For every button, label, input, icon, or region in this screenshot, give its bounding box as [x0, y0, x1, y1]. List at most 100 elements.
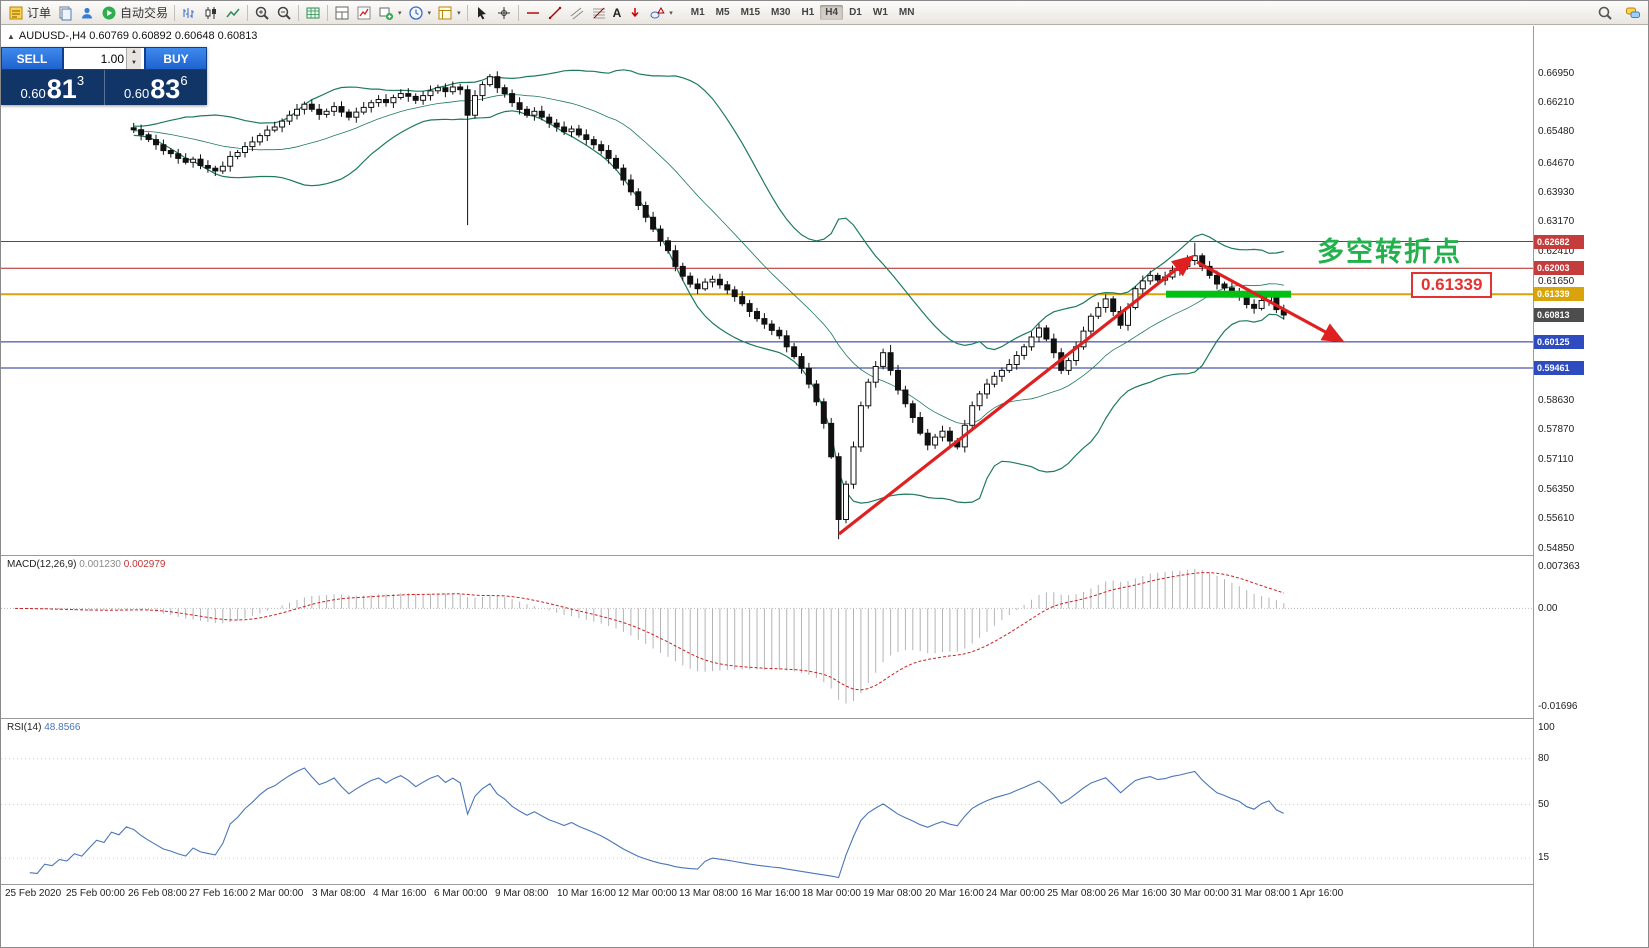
search-icon[interactable]	[1594, 3, 1616, 23]
chart-title: ▲ AUDUSD-,H4 0.60769 0.60892 0.60648 0.6…	[7, 30, 257, 42]
time-axis-label: 4 Mar 16:00	[373, 888, 427, 899]
time-axis-label: 30 Mar 00:00	[1170, 888, 1229, 899]
price-axis-label: 0.66210	[1538, 97, 1575, 108]
new-chart-button[interactable]: ▾	[375, 3, 405, 23]
macd-name: MACD(12,26,9)	[7, 559, 77, 570]
price-level-tag: 0.60813	[1534, 308, 1584, 322]
zoom-in-icon[interactable]	[251, 3, 273, 23]
time-axis-label: 13 Mar 08:00	[679, 888, 738, 899]
sell-price-sup: 3	[76, 73, 85, 88]
sell-button[interactable]: SELL	[1, 47, 63, 70]
new-order-button[interactable]: 订单	[5, 3, 54, 23]
time-axis-label: 25 Mar 08:00	[1047, 888, 1106, 899]
time-axis-label: 25 Feb 00:00	[66, 888, 125, 899]
timeframe-button-h1[interactable]: H1	[801, 7, 815, 18]
files-icon[interactable]	[54, 3, 76, 23]
bar-chart-icon[interactable]	[178, 3, 200, 23]
macd-axis-label: 0.007363	[1538, 561, 1580, 572]
buy-price[interactable]: 0.60 83 6	[105, 70, 208, 105]
channel-icon[interactable]	[566, 3, 588, 23]
price-level-tag: 0.62003	[1534, 261, 1584, 275]
volume-up-button[interactable]: ▲	[127, 48, 141, 59]
price-axis-label: 0.54850	[1538, 543, 1575, 554]
timeframe-toolbar: M1 M5 M15 M30 H1 H4 D1 W1 MN	[686, 5, 920, 20]
arrows-tool-icon[interactable]	[624, 3, 646, 23]
new-order-button-label: 订单	[27, 6, 52, 20]
time-axis-label: 6 Mar 00:00	[434, 888, 488, 899]
price-axis-label: 0.61650	[1538, 276, 1575, 287]
fibonacci-icon[interactable]	[588, 3, 610, 23]
rsi-axis-label: 100	[1538, 722, 1555, 733]
panel-divider	[1, 884, 1533, 885]
timeframe-button-d1[interactable]: D1	[849, 7, 862, 18]
rsi-axis-label: 50	[1538, 799, 1550, 810]
timeframe-button-w1[interactable]: W1	[872, 7, 888, 18]
chevron-down-icon: ▾	[669, 9, 673, 17]
buy-price-sup: 6	[180, 73, 188, 88]
rsi-value: 48.8566	[44, 722, 81, 733]
candlestick-icon[interactable]	[200, 3, 222, 23]
volume-stepper: ▲ ▼	[126, 48, 141, 69]
template-button[interactable]: ▾	[434, 3, 464, 23]
autotrading-button-label: 自动交易	[120, 6, 169, 20]
price-axis-label: 0.58630	[1538, 395, 1575, 406]
main-toolbar: 订单 自动交易 ▾ ▾ ▾ A ▾ M1 M5 M15 M30 H1 H4 D1 W1 MN	[1, 1, 1648, 25]
volume-input[interactable]	[64, 48, 126, 69]
chevron-down-icon: ▾	[427, 9, 432, 17]
time-axis-label: 9 Mar 08:00	[495, 888, 549, 899]
tile-windows-icon[interactable]	[331, 3, 353, 23]
chevron-down-icon: ▾	[457, 9, 461, 17]
profile-icon[interactable]	[76, 3, 98, 23]
price-level-tag: 0.59461	[1534, 361, 1584, 375]
trendline-icon[interactable]	[544, 3, 566, 23]
macd-axis-label: 0.00	[1538, 603, 1558, 614]
toolbar-separator	[327, 4, 329, 21]
grid-icon[interactable]	[302, 3, 324, 23]
zoom-out-icon[interactable]	[273, 3, 295, 23]
timeframe-button-m30[interactable]: M30	[771, 7, 791, 18]
panel-divider[interactable]	[1, 718, 1533, 719]
quote-text: AUDUSD-,H4 0.60769 0.60892 0.60648 0.608…	[18, 30, 258, 42]
panel-divider[interactable]	[1, 555, 1533, 556]
timeframe-button-h4[interactable]: H4	[820, 5, 844, 20]
chat-icon[interactable]	[1622, 3, 1644, 23]
rsi-name: RSI(14)	[7, 722, 42, 733]
price-axis-label: 0.62410	[1538, 246, 1575, 257]
indicators-icon[interactable]	[353, 3, 375, 23]
timeframe-button-mn[interactable]: MN	[898, 7, 915, 18]
volume-down-button[interactable]: ▼	[127, 58, 141, 69]
macd-panel-canvas[interactable]	[1, 556, 1533, 718]
hline-icon[interactable]	[522, 3, 544, 23]
rsi-panel-canvas[interactable]	[1, 719, 1533, 884]
price-callout-label: 0.61339	[1411, 272, 1493, 298]
timeframe-button-m1[interactable]: M1	[690, 7, 705, 18]
toolbar-left-group: 订单 自动交易 ▾ ▾ ▾ A ▾	[5, 3, 676, 23]
toolbar-separator	[174, 4, 176, 21]
autotrading-button[interactable]: 自动交易	[98, 3, 171, 23]
timeframe-button-m15[interactable]: M15	[740, 7, 761, 18]
text-tool-icon[interactable]: A	[612, 5, 622, 20]
price-level-tag: 0.61339	[1534, 287, 1584, 301]
toolbar-separator	[298, 4, 300, 21]
toolbar-separator	[466, 4, 468, 21]
buy-button[interactable]: BUY	[145, 47, 207, 70]
price-level-tag: 0.60125	[1534, 335, 1584, 349]
timeframe-button-m5[interactable]: M5	[715, 7, 730, 18]
cursor-icon[interactable]	[471, 3, 493, 23]
time-axis-label: 27 Feb 16:00	[189, 888, 248, 899]
price-level-tag: 0.62682	[1534, 235, 1584, 249]
price-axis-label: 0.66950	[1538, 68, 1575, 79]
crosshair-icon[interactable]	[493, 3, 515, 23]
period-button[interactable]: ▾	[405, 3, 435, 23]
shapes-tool-icon[interactable]: ▾	[646, 3, 676, 23]
time-axis-label: 16 Mar 16:00	[741, 888, 800, 899]
macd-main-value: 0.001230	[79, 559, 121, 570]
time-axis-label: 26 Mar 16:00	[1108, 888, 1167, 899]
sell-price[interactable]: 0.60 81 3	[1, 70, 104, 105]
time-axis-label: 31 Mar 08:00	[1231, 888, 1290, 899]
price-chart-canvas[interactable]	[1, 26, 1533, 555]
time-axis-label: 10 Mar 16:00	[557, 888, 616, 899]
line-chart-icon[interactable]	[222, 3, 244, 23]
time-axis-label: 24 Mar 00:00	[986, 888, 1045, 899]
